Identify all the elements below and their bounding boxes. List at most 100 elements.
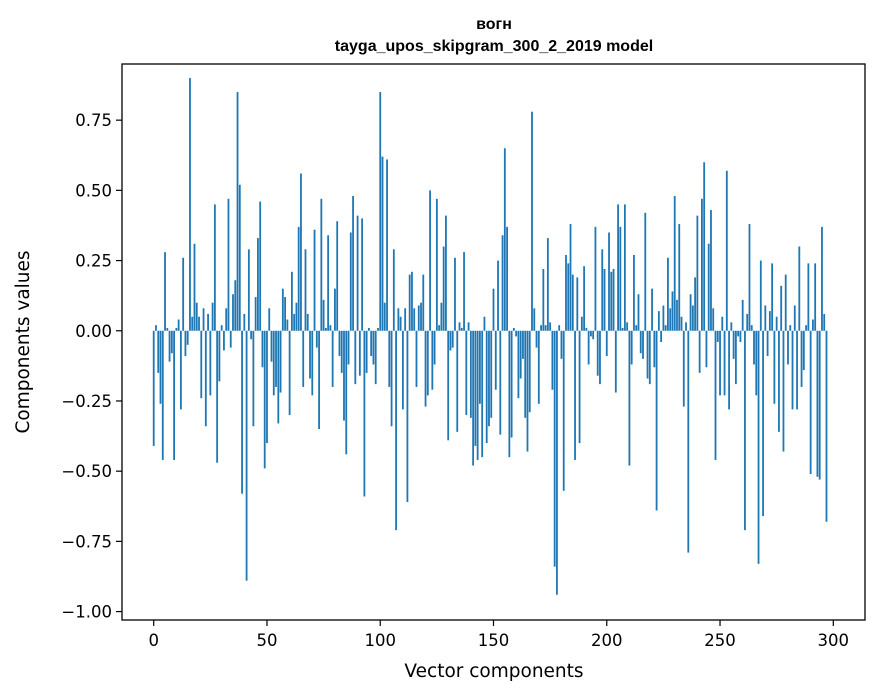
bar: [714, 330, 717, 460]
x-tick-label: 250: [704, 631, 736, 650]
bar: [755, 330, 758, 396]
bar: [784, 274, 787, 331]
x-tick-label: 50: [256, 631, 277, 650]
bar: [422, 274, 425, 331]
bar: [565, 254, 567, 331]
bar: [592, 330, 595, 340]
bar: [349, 232, 352, 331]
bar: [723, 330, 726, 396]
bar: [311, 330, 314, 396]
bar: [234, 280, 237, 331]
bar: [363, 330, 366, 497]
bar: [331, 330, 334, 387]
bar: [524, 330, 527, 418]
bar: [247, 249, 250, 331]
bar: [304, 249, 307, 331]
bar: [811, 319, 814, 331]
bar: [642, 330, 644, 359]
bar: [771, 263, 774, 331]
bar: [329, 325, 332, 331]
bar: [578, 330, 581, 444]
bar: [576, 277, 579, 331]
bar: [370, 330, 373, 357]
bar: [580, 316, 583, 331]
bar: [612, 268, 615, 331]
bar: [515, 330, 518, 337]
bar: [583, 266, 586, 331]
bar: [275, 330, 277, 387]
bar: [773, 330, 776, 404]
bar: [399, 316, 402, 331]
bar: [361, 218, 364, 331]
bar: [698, 330, 701, 373]
bar: [318, 330, 320, 430]
bar: [759, 260, 762, 331]
bar: [626, 322, 629, 331]
bar: [374, 330, 377, 385]
bar: [537, 330, 540, 404]
bar: [440, 302, 443, 331]
bar: [241, 330, 243, 494]
bar: [719, 330, 721, 396]
bar: [284, 297, 286, 331]
bar: [768, 311, 771, 331]
bar: [639, 330, 642, 354]
bar: [300, 173, 302, 331]
bar: [621, 327, 624, 331]
bar: [429, 190, 431, 331]
bar: [182, 257, 185, 331]
bar: [388, 330, 391, 387]
bar: [381, 156, 384, 331]
bar: [673, 195, 676, 331]
bar: [528, 330, 531, 413]
bar: [630, 330, 633, 365]
bar: [467, 322, 470, 331]
bar: [338, 330, 341, 357]
bar: [270, 330, 273, 362]
bar: [415, 330, 418, 387]
bar: [778, 330, 780, 432]
bar: [404, 308, 407, 331]
bar: [320, 198, 323, 331]
bar: [306, 313, 309, 331]
bar: [445, 215, 447, 331]
bar: [823, 313, 826, 331]
bar: [324, 327, 327, 331]
bar: [220, 325, 223, 331]
bar: [365, 330, 368, 373]
bar: [225, 308, 228, 331]
bar: [542, 268, 545, 331]
bar: [186, 330, 189, 345]
bar: [179, 330, 182, 410]
bar: [340, 330, 343, 373]
bar: [497, 260, 499, 331]
bar: [657, 311, 660, 331]
bar: [614, 330, 617, 393]
bar: [347, 330, 350, 365]
bar: [494, 330, 497, 390]
bar: [691, 305, 694, 331]
bar: [569, 224, 572, 331]
bar: [152, 330, 155, 446]
bar: [705, 330, 708, 368]
bar: [315, 330, 318, 348]
bar: [200, 330, 203, 399]
bar: [599, 330, 601, 385]
bar: [644, 212, 647, 331]
bar: [549, 322, 552, 331]
bar: [533, 308, 536, 331]
y-tick-label: −1.00: [61, 603, 112, 622]
bar: [155, 325, 157, 331]
bar: [753, 330, 755, 365]
bar: [204, 330, 207, 427]
bar: [590, 330, 592, 337]
bar: [189, 78, 191, 331]
bar: [517, 330, 520, 399]
bar: [680, 316, 683, 331]
bar: [175, 327, 178, 331]
bar: [710, 210, 712, 331]
bar: [229, 330, 232, 348]
bar: [336, 221, 339, 331]
y-tick-label: 0.75: [75, 111, 112, 130]
